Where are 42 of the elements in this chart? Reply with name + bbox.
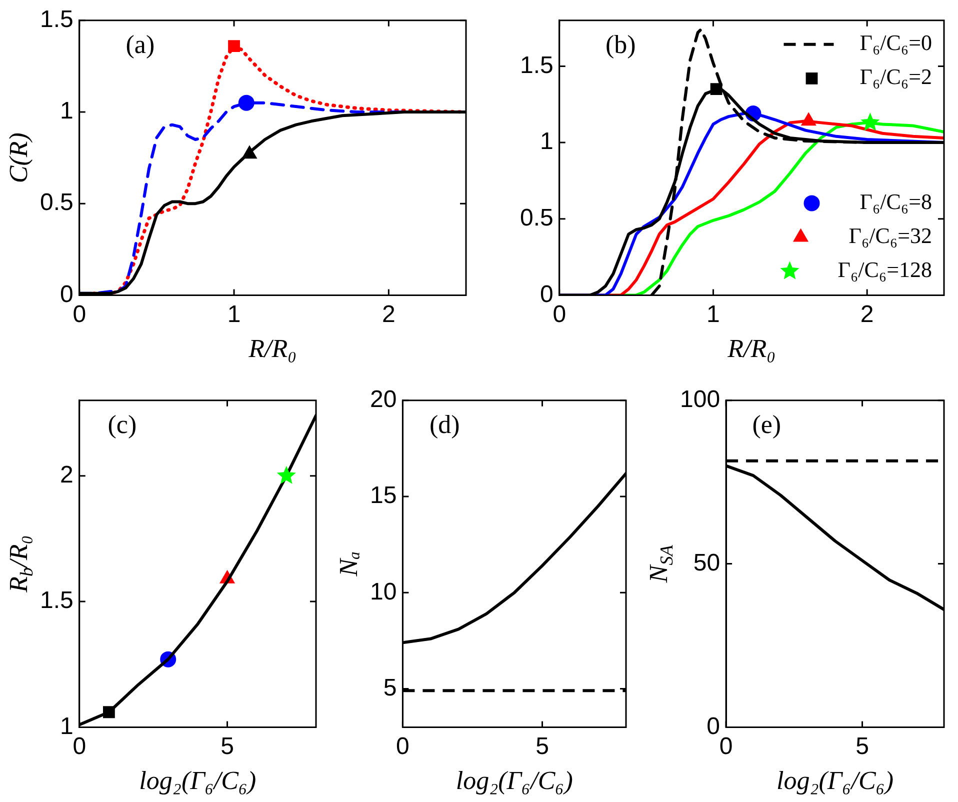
y-axis-title: Nₐ: [334, 551, 363, 578]
x-axis-title: R/R₀: [726, 334, 776, 363]
legend-label: Γ₆/C₆=0: [860, 30, 932, 56]
x-axis-title: log₂(Γ₆/C₆): [776, 766, 894, 795]
annotation: (e): [752, 410, 782, 440]
x-tick-label: 5: [220, 733, 234, 760]
x-tick-label: 1: [227, 301, 241, 328]
y-tick-label: 10: [370, 578, 397, 606]
y-tick-label: 50: [693, 549, 720, 576]
y-tick-label: 0.5: [40, 189, 74, 216]
annotation: (c): [108, 410, 137, 440]
y-tick-label: 5: [383, 674, 397, 702]
y-tick-label: 1.5: [40, 6, 74, 34]
y-tick-label: 0.5: [520, 204, 554, 232]
annotation: (a): [126, 30, 155, 60]
point: [276, 466, 296, 484]
y-tick-label: 0: [540, 280, 554, 308]
y-tick-label: 0: [706, 712, 720, 740]
y-tick-label: 15: [370, 482, 397, 510]
x-tick-label: 2: [860, 301, 874, 328]
annotation: (d): [429, 410, 460, 440]
annotation: (b): [606, 30, 636, 60]
y-tick-label: 20: [370, 386, 397, 414]
y-tick-label: 1: [60, 712, 74, 740]
x-axis-title: R/R₀: [248, 334, 297, 363]
y-tick-label: 1: [540, 128, 554, 156]
x-axis-title: log₂(Γ₆/C₆): [139, 766, 256, 795]
y-axis-title: NSA: [644, 544, 677, 584]
y-tick-label: 1.5: [520, 52, 554, 79]
x-tick-label: 5: [856, 733, 869, 760]
legend-label: Γ₆/C₆=8: [860, 188, 932, 214]
y-tick-label: 1: [60, 98, 74, 125]
y-tick-label: 0: [60, 280, 74, 308]
y-axis-title: Rb/R₀: [4, 535, 37, 594]
legend-label: Γ₆/C₆=32: [848, 222, 932, 248]
y-tick-label: 1.5: [40, 587, 74, 614]
y-tick-label: 2: [60, 461, 74, 488]
legend-label: Γ₆/C₆=2: [860, 64, 932, 90]
legend-label: Γ₆/C₆=128: [838, 256, 932, 282]
y-axis-title: C(R): [4, 132, 33, 184]
y-tick-label: 100: [680, 386, 720, 414]
x-axis-title: log₂(Γ₆/C₆): [456, 766, 573, 795]
